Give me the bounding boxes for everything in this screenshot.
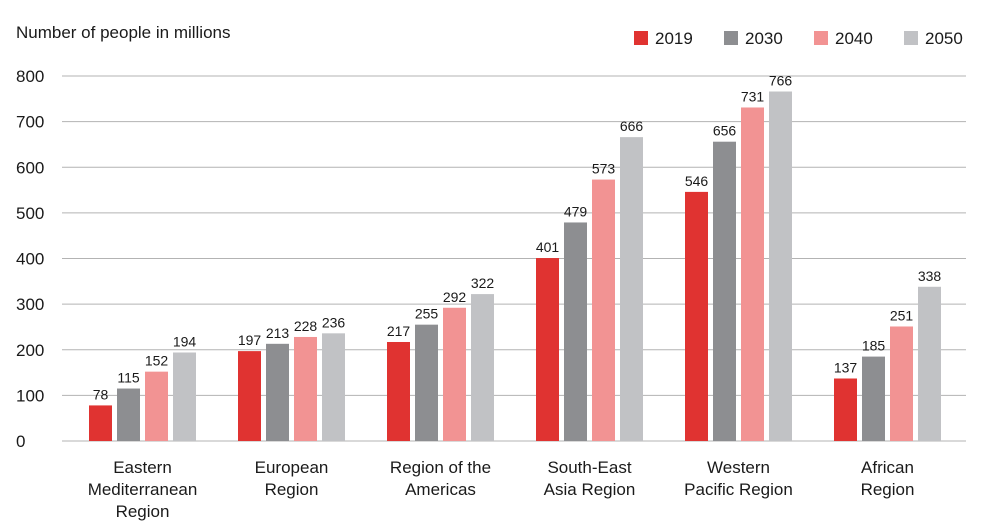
data-label: 666 (620, 118, 644, 134)
legend-swatch (814, 31, 828, 45)
bar (564, 222, 587, 441)
bar (890, 326, 913, 441)
data-label: 115 (117, 370, 140, 386)
data-label: 322 (471, 275, 495, 291)
x-tick-label-line: Mediterranean (88, 480, 198, 499)
x-tick-labels: Eastern Mediterranean Region European Region… (88, 458, 915, 521)
legend-item: 2050 (904, 29, 963, 48)
y-tick-label: 800 (16, 67, 44, 86)
bar (620, 137, 643, 441)
x-tick-label-line: European (255, 458, 329, 477)
data-label: 766 (769, 73, 793, 89)
data-label: 338 (918, 268, 942, 284)
data-label: 546 (685, 173, 709, 189)
bar (294, 336, 317, 441)
x-tick-label-line: Eastern (113, 458, 172, 477)
data-label: 292 (443, 289, 467, 305)
bar (173, 352, 196, 441)
y-tick-labels: 0 100 200 300 400 500 600 700 800 (16, 67, 44, 451)
legend-item: 2030 (724, 29, 783, 48)
x-tick-label: South-East Asia Region (544, 458, 636, 499)
y-tick-label: 600 (16, 158, 44, 177)
x-tick-label: Eastern Mediterranean Region (88, 458, 198, 521)
data-label: 185 (862, 338, 886, 354)
y-tick-label: 100 (16, 386, 44, 405)
y-tick-label: 500 (16, 204, 44, 223)
legend-item: 2040 (814, 29, 873, 48)
bar (741, 107, 764, 441)
x-tick-label-line: African (861, 458, 914, 477)
bar (536, 258, 559, 441)
x-tick-label: European Region (255, 458, 329, 499)
data-labels: 78 197 217 401 546 137 115 213 255 479 656 185 152 22… (93, 73, 942, 403)
y-tick-label: 700 (16, 113, 44, 132)
bar (769, 91, 792, 441)
legend-swatch (904, 31, 918, 45)
bar (117, 388, 140, 441)
data-label: 731 (741, 88, 765, 104)
bar (685, 191, 708, 441)
bar (266, 343, 289, 441)
x-tick-label: African Region (861, 458, 915, 499)
data-label: 255 (415, 306, 439, 322)
x-tick-label: Region of the Americas (390, 458, 491, 499)
legend-label: 2040 (835, 29, 873, 48)
bar (415, 324, 438, 441)
data-label: 236 (322, 314, 346, 330)
bar (238, 351, 261, 441)
y-axis-label: Number of people in millions (16, 23, 231, 42)
x-tick-label-line: Region (861, 480, 915, 499)
x-tick-label-line: Region of the (390, 458, 491, 477)
legend-label: 2050 (925, 29, 963, 48)
data-label: 656 (713, 123, 737, 139)
y-tick-label: 400 (16, 250, 44, 269)
bar (834, 378, 857, 441)
data-label: 137 (834, 359, 858, 375)
x-tick-label-line: Region (265, 480, 319, 499)
legend-label: 2030 (745, 29, 783, 48)
bar (592, 179, 615, 441)
data-label: 228 (294, 318, 318, 334)
gridlines (62, 75, 966, 442)
legend: 2019 2030 2040 2050 (634, 29, 963, 48)
data-label: 213 (266, 325, 290, 341)
legend-item: 2019 (634, 29, 693, 48)
y-tick-label: 200 (16, 341, 44, 360)
y-tick-label: 0 (16, 432, 25, 451)
x-tick-label-line: Americas (405, 480, 476, 499)
x-tick-label: Western Pacific Region (684, 458, 793, 499)
y-tick-label: 300 (16, 295, 44, 314)
x-tick-label-line: Region (116, 502, 170, 521)
data-label: 479 (564, 203, 588, 219)
data-label: 401 (536, 239, 560, 255)
bar (471, 294, 494, 441)
bar (713, 141, 736, 441)
data-label: 573 (592, 161, 616, 177)
data-label: 251 (890, 307, 914, 323)
bar (387, 341, 410, 441)
x-tick-label-line: Western (707, 458, 770, 477)
legend-swatch (724, 31, 738, 45)
data-label: 217 (387, 323, 411, 339)
data-label: 78 (93, 386, 109, 402)
data-label: 152 (145, 353, 169, 369)
bar (89, 405, 112, 441)
x-tick-label-line: Asia Region (544, 480, 636, 499)
bar (918, 286, 941, 441)
bars (89, 91, 941, 441)
legend-label: 2019 (655, 29, 693, 48)
bar (322, 333, 345, 441)
x-tick-label-line: South-East (547, 458, 631, 477)
data-label: 194 (173, 333, 197, 349)
bar (443, 307, 466, 441)
bar (862, 356, 885, 441)
bar (145, 371, 168, 441)
data-label: 197 (238, 332, 262, 348)
x-tick-label-line: Pacific Region (684, 480, 793, 499)
legend-swatch (634, 31, 648, 45)
